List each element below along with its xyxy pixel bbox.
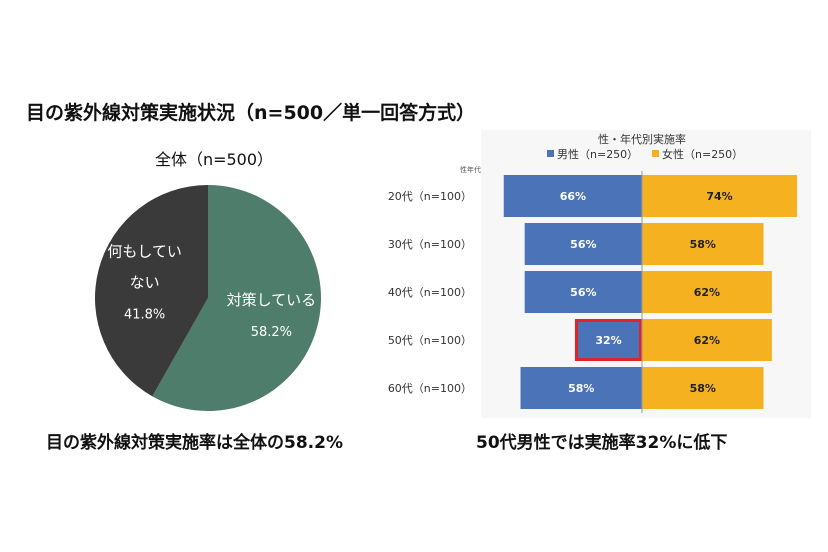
bar-female: [642, 223, 764, 265]
bar-female-label: 74%: [706, 190, 732, 203]
pie-slice: [94, 185, 208, 397]
bar-female: [642, 271, 772, 313]
bar-male-label: 32%: [595, 334, 621, 347]
category-label: 30代（n=100）: [388, 238, 472, 251]
category-label: 20代（n=100）: [388, 190, 472, 203]
legend-swatch: [547, 150, 554, 157]
bar-female: [642, 367, 764, 409]
bar-female-label: 58%: [690, 382, 716, 395]
pie-slice-label: 何もしてい: [107, 242, 182, 260]
axis-title: 性年代: [460, 165, 481, 174]
category-label: 60代（n=100）: [388, 382, 472, 395]
pie-slice-value: 58.2%: [251, 325, 292, 340]
main-title: 目の紫外線対策実施状況（n=500／単一回答方式）: [26, 102, 476, 124]
bar-male: [574, 319, 642, 361]
legend-label: 女性（n=250）: [662, 147, 743, 161]
highlight-box: [574, 319, 642, 361]
bar-male: [524, 271, 642, 313]
bar-male-label: 58%: [568, 382, 594, 395]
bar-male-label: 56%: [570, 238, 596, 251]
bar-female-label: 58%: [690, 238, 716, 251]
pie-slice: [152, 185, 321, 411]
legend-label: 男性（n=250）: [557, 147, 638, 161]
bar-male-label: 56%: [570, 286, 596, 299]
pie-chart-title: 全体（n=500）: [154, 150, 274, 169]
legend-swatch: [652, 150, 659, 157]
bar-female-label: 62%: [694, 286, 720, 299]
pie-slice-label: 対策している: [227, 291, 317, 309]
bar-chart-title: 性・年代別実施率: [598, 132, 686, 146]
left-caption: 目の紫外線対策実施率は全体の58.2%: [46, 433, 343, 453]
bar-male: [520, 367, 642, 409]
bar-female: [642, 319, 772, 361]
category-label: 40代（n=100）: [388, 286, 472, 299]
bar-male-label: 66%: [560, 190, 586, 203]
bar-female: [642, 175, 797, 217]
category-label: 50代（n=100）: [388, 334, 472, 347]
pie-slice-label: ない: [130, 273, 160, 291]
right-caption: 50代男性では実施率32%に低下: [476, 433, 728, 453]
pie-slice-value: 41.8%: [124, 307, 165, 322]
bar-male: [503, 175, 642, 217]
bar-female-label: 62%: [694, 334, 720, 347]
bar-male: [524, 223, 642, 265]
